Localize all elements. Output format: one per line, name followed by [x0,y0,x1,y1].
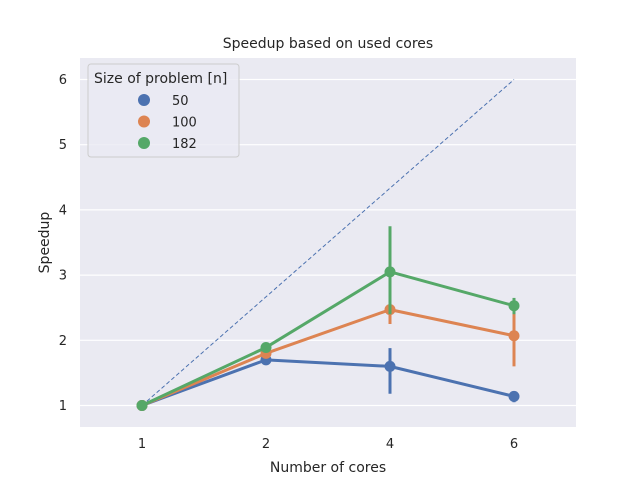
grid-lines [80,78,576,407]
x-axis-label: Number of cores [270,460,386,476]
data-point [508,300,520,312]
ideal-speedup-line [141,79,515,406]
legend-label: 100 [172,116,197,131]
series-layer [136,226,520,411]
axis-ticks: 1 2 3 4 5 6 1 2 4 6 [59,73,518,452]
data-point [508,330,520,342]
series-line [141,358,515,407]
data-point [508,390,520,402]
legend-marker [138,94,150,106]
x-tick-label: 2 [262,437,270,452]
legend: Size of problem [n] 50 100 182 [87,63,240,158]
data-point [136,399,148,411]
legend-items: 50 100 182 [138,94,197,152]
legend-label: 50 [172,94,189,109]
y-tick-label: 4 [59,203,67,218]
y-tick-label: 3 [59,269,67,284]
y-tick-label: 6 [59,73,67,88]
legend-title: Size of problem [n] [94,71,227,87]
series-line [141,308,515,407]
y-axis-label: Speedup [37,212,53,274]
y-tick-label: 1 [59,399,67,414]
x-tick-label: 6 [510,437,518,452]
legend-label: 182 [172,137,197,152]
chart-title: Speedup based on used cores [223,36,433,52]
legend-frame [87,63,240,158]
x-tick-label: 1 [138,437,146,452]
series-182 [136,226,520,411]
series-line [141,270,515,407]
data-point [384,266,396,278]
data-point [260,341,272,353]
legend-marker [138,115,150,128]
y-tick-label: 2 [59,334,67,349]
x-tick-label: 4 [386,437,394,452]
legend-marker [138,137,150,149]
data-point [384,360,396,372]
y-tick-label: 5 [59,138,67,153]
